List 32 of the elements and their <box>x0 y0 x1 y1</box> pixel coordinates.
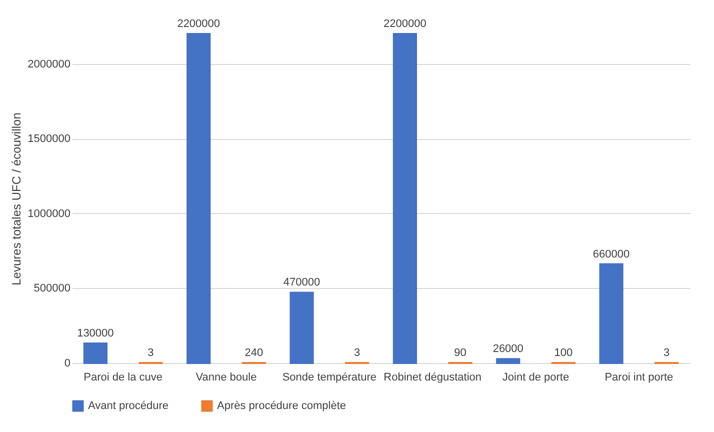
data-label: 240 <box>244 346 264 359</box>
x-tick-label: Robinet dégustation <box>384 372 482 384</box>
data-label: 90 <box>454 346 466 359</box>
bar <box>599 263 624 364</box>
data-label: 3 <box>148 347 154 359</box>
data-label: 660000 <box>592 248 630 260</box>
y-tick-label: 1500000 <box>28 133 70 146</box>
bar <box>496 358 520 364</box>
y-axis-title: Levures totales UFC / écouvillon <box>10 112 24 286</box>
x-tick-label: Paroi de la cuve <box>84 372 163 384</box>
legend-label: Avant procédure <box>88 400 169 412</box>
bar <box>83 342 108 364</box>
bar <box>290 292 314 364</box>
bar <box>186 33 211 364</box>
data-label: 130000 <box>77 328 114 340</box>
y-tick-label: 2000000 <box>28 58 70 70</box>
data-label: 2200000 <box>177 18 220 30</box>
x-tick-label: Paroi int porte <box>604 372 674 384</box>
y-tick-label: 1000000 <box>28 208 70 220</box>
data-label: 100 <box>554 346 573 359</box>
x-tick-label: Vanne boule <box>196 372 257 384</box>
data-label: 470000 <box>283 276 320 289</box>
x-tick-label: Joint de porte <box>502 372 570 384</box>
data-label: 26000 <box>492 343 524 356</box>
data-label: 3 <box>354 347 360 359</box>
x-tick-label: Sonde température <box>282 372 376 384</box>
y-tick-label: 500000 <box>34 282 70 295</box>
legend-label: Après procédure complète <box>217 400 346 412</box>
bar <box>392 33 418 364</box>
data-label: 3 <box>664 347 670 359</box>
y-tick-label: 0 <box>64 358 70 370</box>
data-label: 2200000 <box>384 18 426 30</box>
